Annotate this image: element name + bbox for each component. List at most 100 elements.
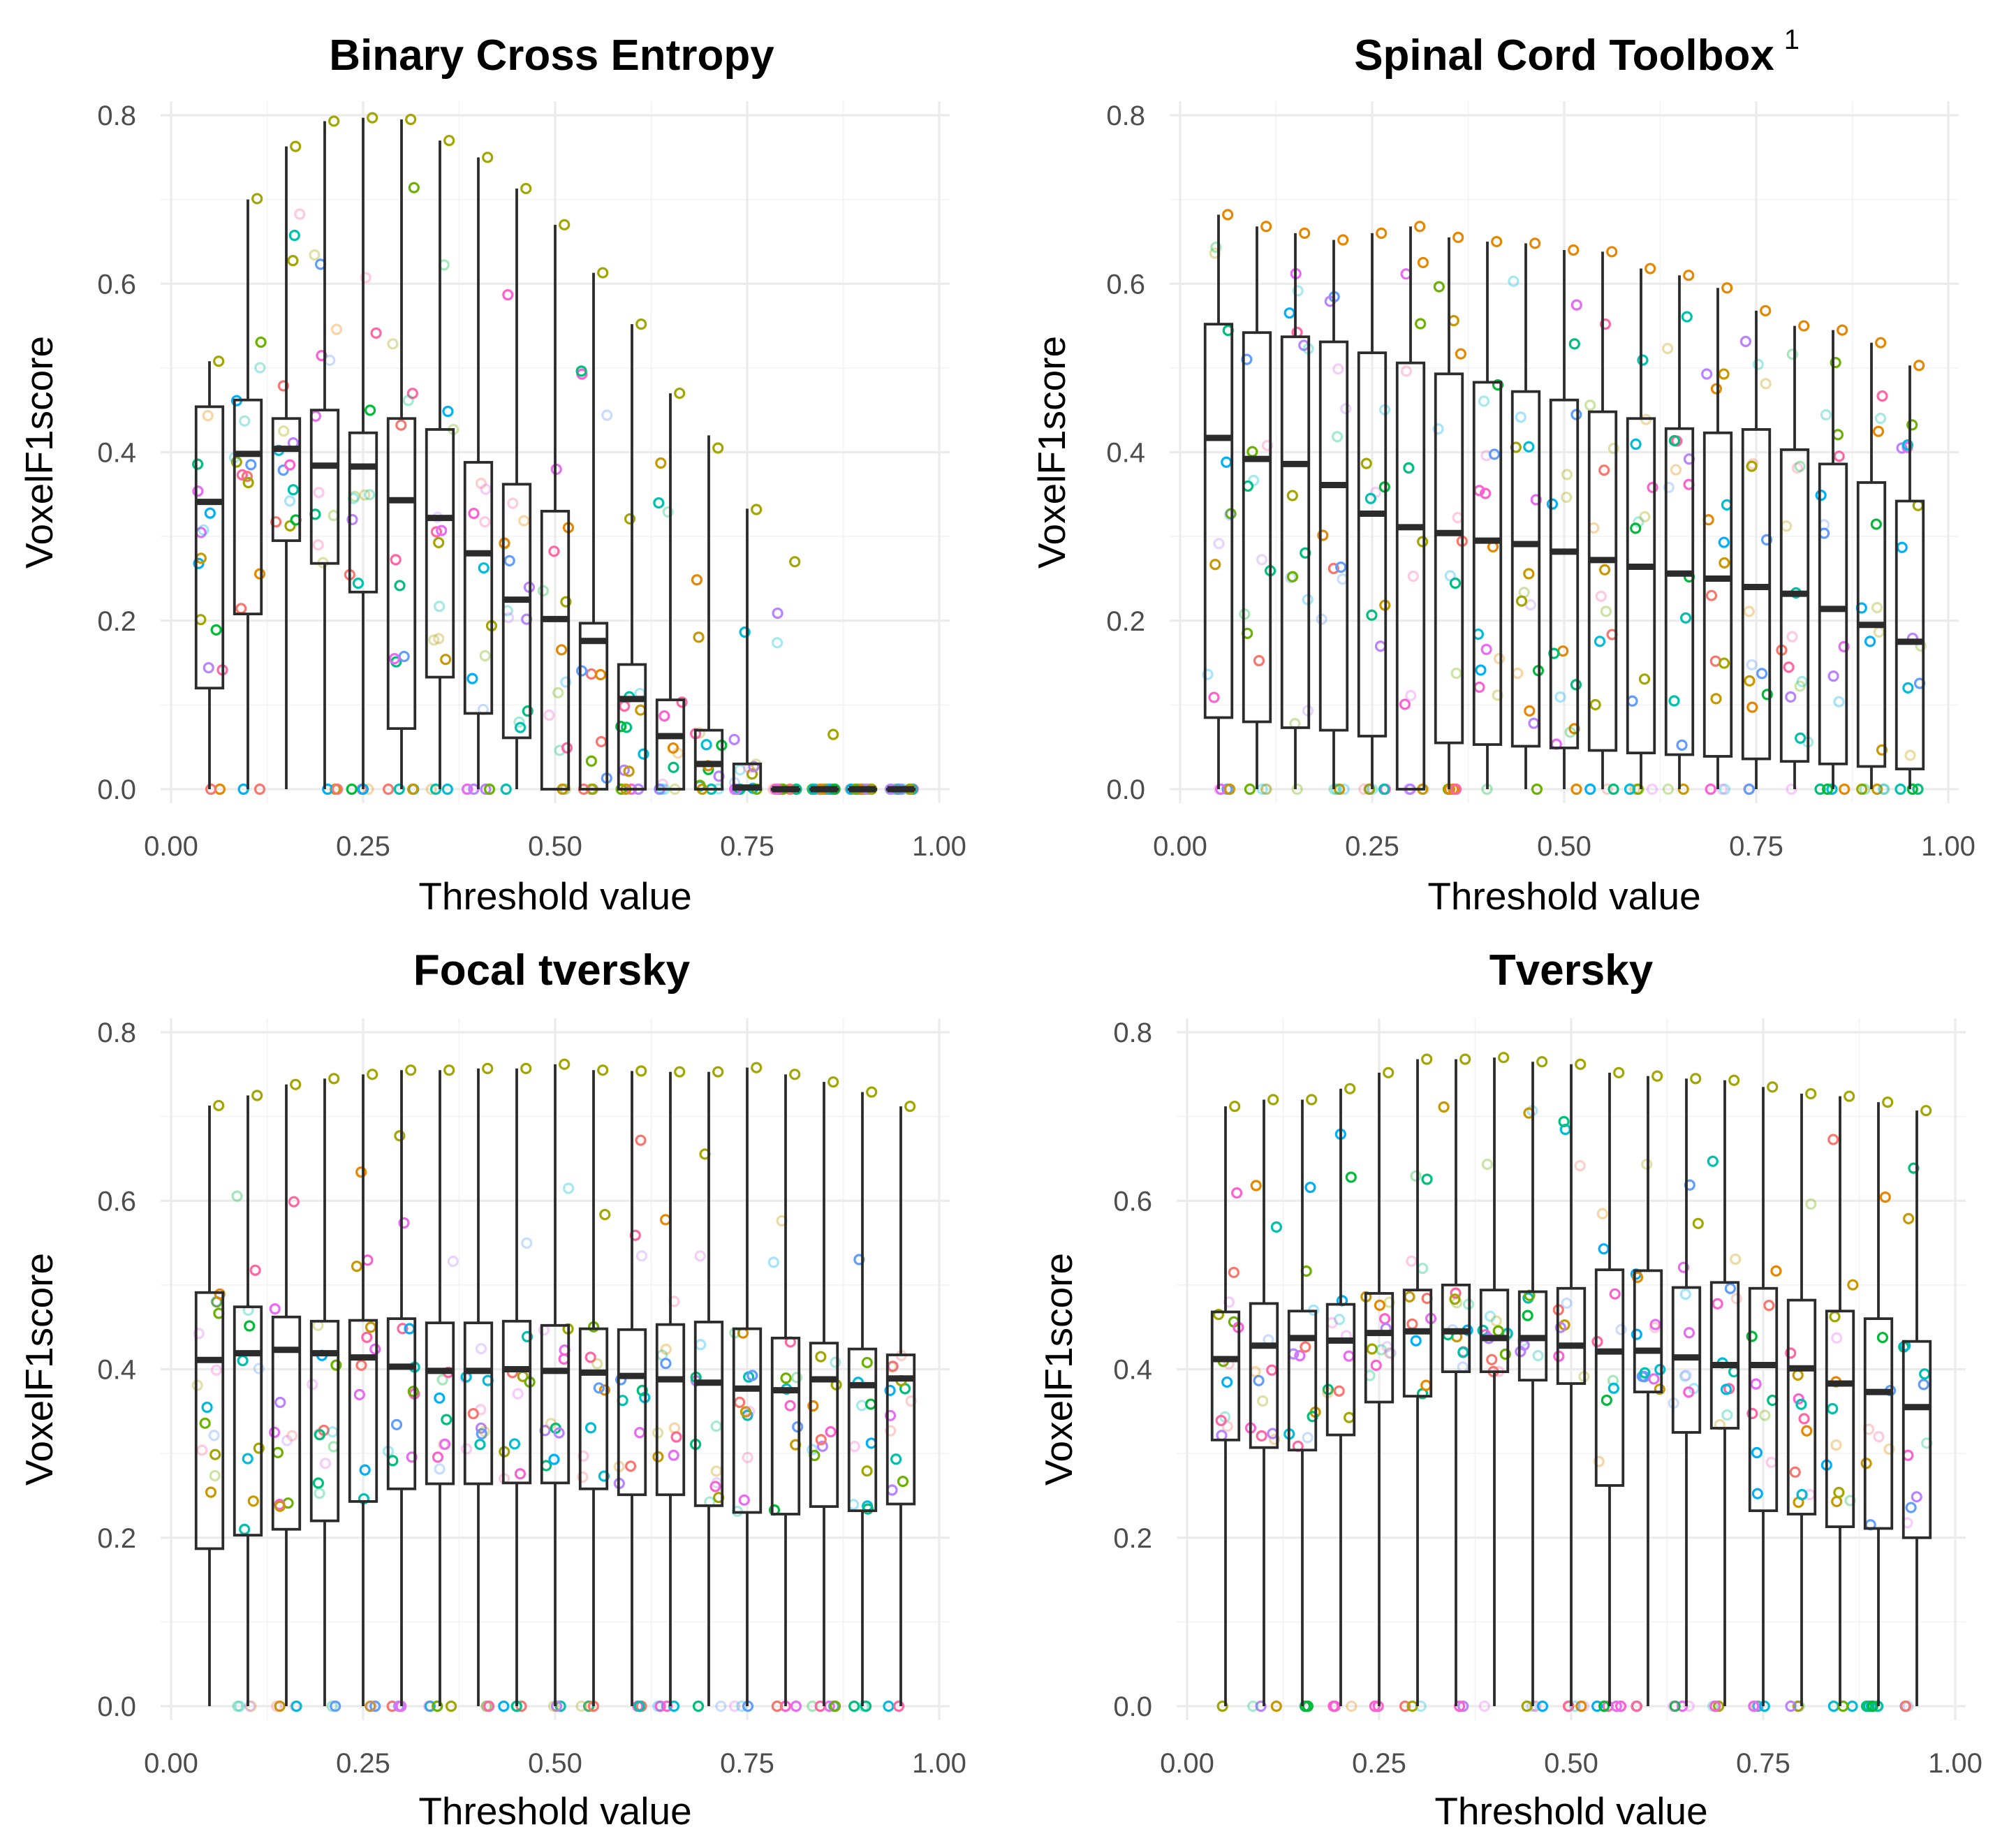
data-point [771,1700,783,1712]
data-point [1523,441,1535,453]
data-point [746,1370,758,1381]
data-point [405,1064,417,1076]
box [770,1336,801,1516]
data-point [432,1700,443,1712]
data-point [1600,606,1612,617]
data-point [1250,1180,1262,1191]
data-point [443,1064,455,1076]
data-point [1796,675,1808,688]
data-point [1283,307,1295,319]
data-point [740,1406,752,1418]
data-point [1630,522,1642,534]
data-point [1681,311,1693,323]
data-point [709,1481,721,1492]
data-point [1473,681,1485,694]
data-point [441,783,453,795]
x-tick-label: 0.25 [336,1748,390,1779]
data-point [1763,1300,1775,1312]
data-point [1781,520,1793,532]
data-point [1631,1328,1642,1340]
data-point [478,1425,490,1437]
data-point [734,764,746,776]
data-point [1340,402,1352,415]
data-point [1478,1700,1490,1712]
data-point [1607,783,1619,795]
data-point [1829,1311,1841,1323]
data-point [635,1065,647,1077]
y-tick-label: 0.4 [1113,1355,1152,1386]
data-point [1873,626,1885,638]
y-tick-label: 0.0 [97,775,136,805]
data-point [693,631,705,643]
data-point [1796,1488,1808,1501]
data-point [324,354,336,366]
data-point [314,1488,325,1499]
data-point [1744,675,1756,687]
data-point [1709,1700,1721,1712]
data-point [274,1500,286,1512]
x-tick-label: 0.25 [1352,1748,1406,1779]
data-point [1631,1271,1644,1283]
box [1210,1310,1241,1441]
data-point [1561,1297,1573,1310]
data-point [281,1435,293,1446]
data-point [1647,481,1658,494]
box [348,1319,378,1503]
data-point [436,1374,448,1386]
data-point [278,425,290,437]
data-point [425,783,437,795]
data-point [1920,1105,1932,1117]
x-tick-label: 0.00 [144,831,198,862]
data-point [885,1425,897,1437]
y-tick-label: 0.6 [1113,1186,1152,1217]
data-point [595,735,608,748]
data-point [346,513,358,526]
box [233,1305,263,1537]
data-point [1256,554,1268,566]
data-point [241,471,253,483]
data-point [634,1427,646,1439]
data-point [1654,1363,1666,1376]
panel-title: Focal tversky [413,946,691,995]
y-tick-label: 0.6 [1106,269,1145,300]
data-point [1679,1370,1691,1382]
x-tick-label: 0.75 [720,831,774,862]
data-point [1452,231,1464,244]
data-point [1765,1456,1777,1468]
box [194,405,225,690]
data-point [1457,1700,1469,1712]
x-tick-label: 0.75 [1729,831,1783,862]
data-point [230,456,242,468]
data-point [1876,390,1888,402]
data-point [1795,1398,1807,1410]
data-point [286,1430,298,1441]
data-point [1327,562,1339,575]
x-tick-label: 1.00 [1928,1748,1982,1779]
data-point [1876,1331,1889,1344]
data-point [1607,442,1619,455]
data-point [1564,726,1576,738]
data-point [905,1395,917,1407]
data-point [271,1700,283,1712]
data-point [577,1471,589,1483]
y-tick-label: 0.0 [97,1692,136,1722]
data-point [1554,691,1566,703]
y-tick-label: 0.6 [97,1186,136,1217]
data-point [1639,1367,1651,1379]
data-point [715,1700,727,1712]
data-point [1508,275,1520,287]
data-point [559,1058,571,1070]
data-point [1450,667,1462,680]
data-point [251,193,263,205]
data-point [1432,423,1444,435]
data-point [383,783,395,795]
data-point [482,1062,494,1074]
data-point [1433,281,1445,293]
data-point [1639,511,1651,522]
data-point [1713,1700,1725,1712]
data-point [780,1372,792,1384]
data-point [520,182,532,195]
data-point [591,1358,603,1370]
x-tick-label: 0.75 [720,1748,774,1779]
data-point [242,1453,253,1465]
